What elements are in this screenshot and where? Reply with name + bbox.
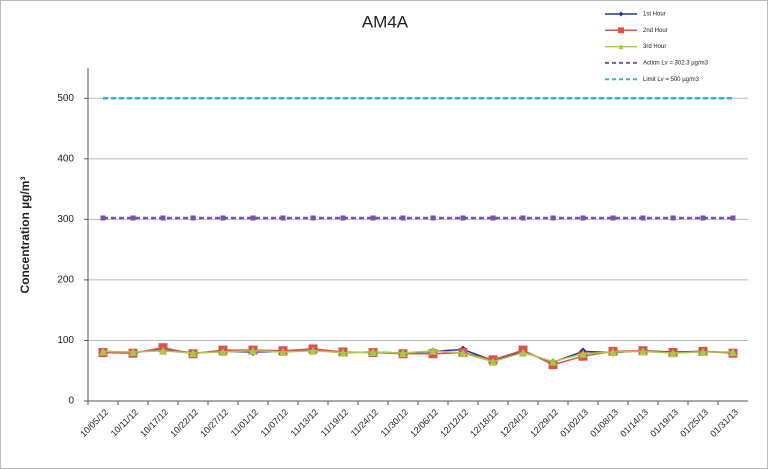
- chart-title: AM4A: [362, 12, 409, 31]
- y-tick-label: 200: [57, 275, 74, 286]
- marker: [99, 347, 107, 356]
- marker: [670, 215, 676, 221]
- marker: [700, 215, 706, 221]
- marker: [460, 215, 466, 221]
- marker: [609, 347, 617, 356]
- legend-label: 3rd Hour: [643, 44, 666, 50]
- y-tick-label: 500: [57, 93, 74, 104]
- marker: [550, 215, 556, 221]
- marker: [130, 215, 136, 221]
- y-tick-label: 300: [57, 214, 74, 225]
- marker: [250, 215, 256, 221]
- marker: [729, 347, 737, 356]
- marker: [579, 349, 587, 358]
- marker: [220, 215, 226, 221]
- marker: [730, 215, 736, 221]
- marker: [490, 215, 496, 221]
- y-tick-label: 0: [68, 396, 74, 407]
- marker: [489, 357, 497, 366]
- marker: [160, 215, 166, 221]
- marker: [699, 347, 707, 356]
- legend-label: 1st Hour: [643, 12, 666, 18]
- marker: [280, 215, 286, 221]
- y-tick-label: 100: [57, 335, 74, 346]
- marker: [519, 348, 527, 357]
- marker: [340, 215, 346, 221]
- marker: [429, 346, 437, 355]
- y-tick-label: 400: [57, 153, 74, 164]
- legend-label: Limit Lv = 500 µg/m3: [643, 77, 700, 83]
- marker: [580, 215, 586, 221]
- marker: [400, 215, 406, 221]
- marker: [549, 357, 557, 366]
- legend-label: 2nd Hour: [643, 28, 668, 34]
- marker: [249, 346, 257, 355]
- marker: [430, 215, 436, 221]
- marker: [100, 215, 106, 221]
- marker: [520, 215, 526, 221]
- series-line: [102, 349, 733, 363]
- marker: [610, 215, 616, 221]
- marker: [459, 349, 467, 358]
- marker: [669, 349, 677, 358]
- marker: [618, 11, 624, 17]
- marker: [399, 349, 407, 358]
- marker: [309, 346, 317, 355]
- y-axis-label: Concentration µg/m³: [18, 177, 32, 294]
- legend-label: Action Lv = 302.3 µg/m3: [643, 60, 709, 66]
- marker: [189, 349, 197, 358]
- marker: [129, 347, 137, 356]
- marker: [279, 347, 287, 356]
- marker: [618, 44, 624, 50]
- marker: [370, 215, 376, 221]
- marker: [190, 215, 196, 221]
- marker: [310, 215, 316, 221]
- marker: [639, 347, 647, 356]
- marker: [618, 27, 624, 34]
- marker: [369, 347, 377, 356]
- marker: [640, 215, 646, 221]
- marker: [339, 348, 347, 357]
- marker: [219, 347, 227, 356]
- marker: [159, 346, 167, 355]
